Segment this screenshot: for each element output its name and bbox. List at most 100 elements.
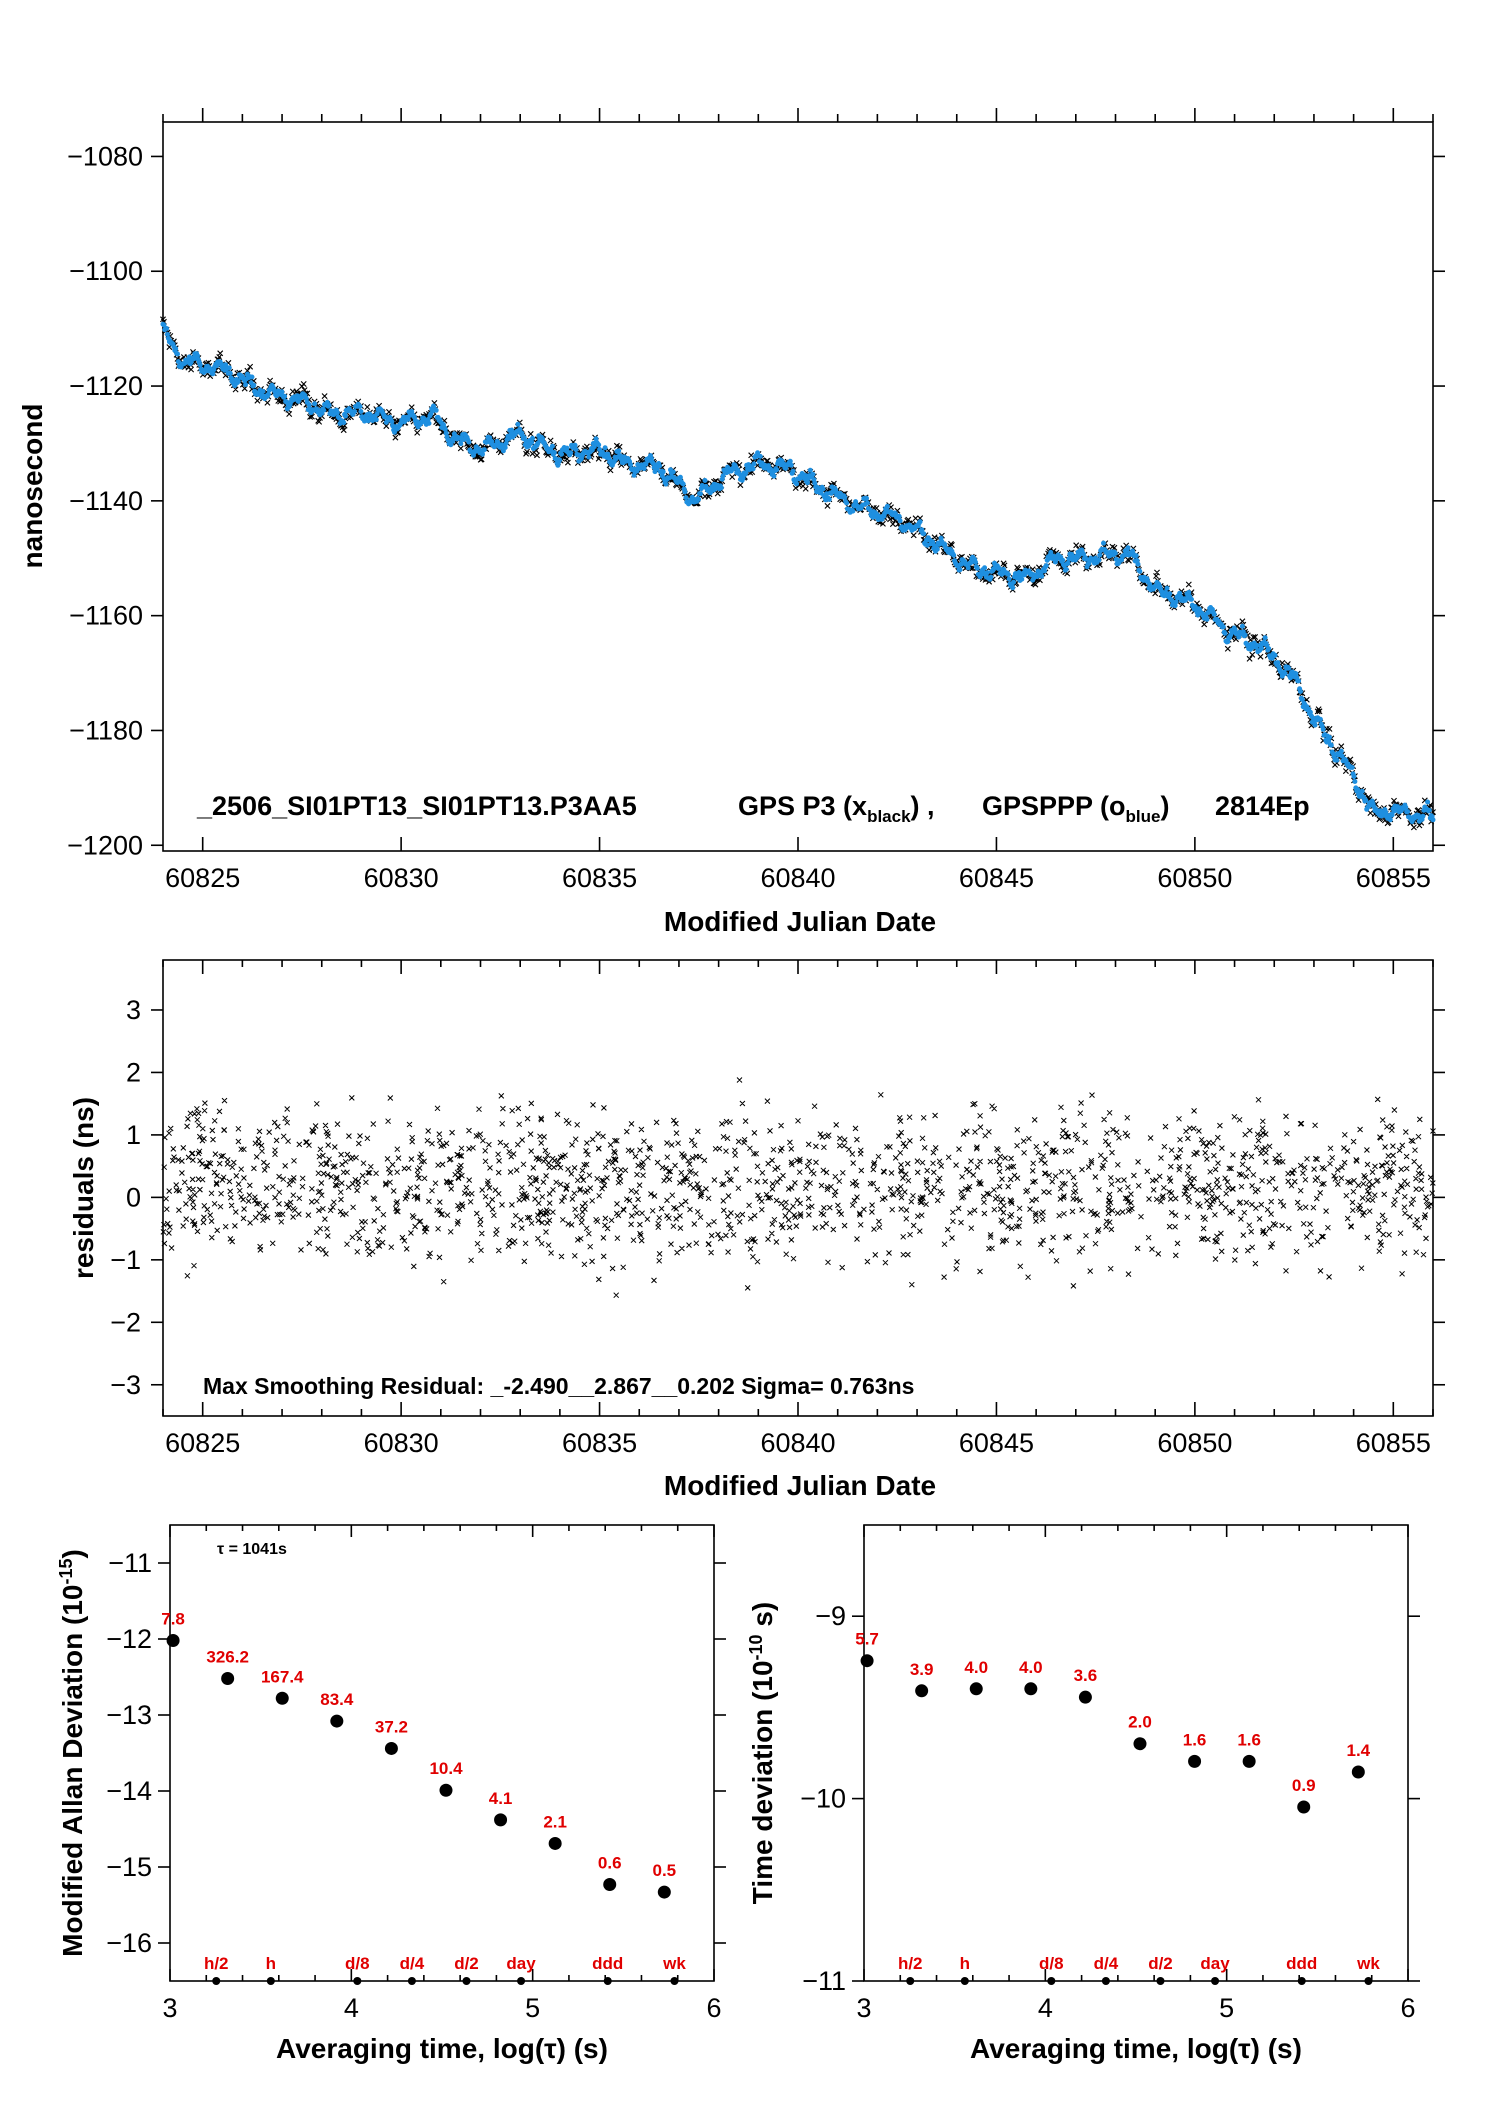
mdev-y-axis-title: Modified Allan Deviation (10-15) [56, 1549, 88, 1957]
caption-series-1-sub: black [867, 807, 911, 826]
mdev-y-title-end: ) [57, 1549, 88, 1558]
x-tick-label: 60835 [562, 863, 637, 893]
point-count-label: 7.8 [161, 1610, 185, 1629]
tdev-y-title-main: Time deviation (10 [747, 1660, 778, 1904]
caption-series-2-sub: blue [1126, 807, 1161, 826]
series-gps-p3-crosses [160, 316, 1436, 831]
y-tick-label: −11 [802, 1966, 846, 1996]
x-tick-label: 4 [344, 1993, 359, 2023]
time-marker-dot [1297, 1977, 1306, 1985]
y-tick-label: −2 [110, 1307, 141, 1337]
y-tick-label: −1160 [69, 601, 143, 631]
caption-series-1-main: GPS P3 (x [738, 791, 867, 821]
y-tick-label: −1 [110, 1245, 141, 1275]
caption-series-1: GPS P3 (xblack) , [738, 791, 935, 826]
time-marker-label: day [506, 1954, 536, 1973]
residuals-y-axis-title: residuals (ns) [68, 1097, 99, 1279]
deviation-point [275, 1691, 289, 1705]
deviation-point [1297, 1800, 1311, 1814]
y-tick-label: −16 [106, 1928, 152, 1958]
residuals-data-layer [160, 1077, 1436, 1299]
y-tick-label: −15 [106, 1852, 152, 1882]
time-marker-label: h [960, 1954, 970, 1973]
caption-series-1-end: ) , [911, 791, 935, 821]
x-tick-label: 3 [856, 1993, 871, 2023]
y-tick-label: −1140 [69, 486, 143, 516]
y-tick-label: −11 [108, 1548, 152, 1578]
time-marker-dot [603, 1977, 612, 1985]
y-tick-label: −9 [815, 1601, 846, 1631]
tdev-y-axis-title: Time deviation (10-10 s) [746, 1602, 778, 1905]
x-tick-label: 60825 [165, 1428, 240, 1458]
point-count-label: 0.9 [1292, 1776, 1316, 1795]
series-gpsppp-circles [160, 321, 1436, 825]
y-tick-label: −1100 [69, 256, 143, 286]
point-count-label: 1.6 [1183, 1730, 1207, 1749]
y-tick-label: −1080 [67, 141, 143, 171]
phase-panel: 60825 60830 60835 60840 60845 60850 60855 −1080… [17, 108, 1445, 937]
tdev-y-title-exp: -10 [746, 1634, 766, 1660]
deviation-point [384, 1741, 398, 1755]
time-marker-dot [517, 1977, 526, 1985]
x-tick-label: 5 [1219, 1993, 1234, 2023]
x-tick-label: 3 [162, 1993, 177, 2023]
y-tick-label: −3 [110, 1370, 141, 1400]
tdev-plot-frame [863, 1524, 1409, 1982]
x-tick-label: 60855 [1356, 1428, 1431, 1458]
point-count-label: 2.1 [543, 1812, 567, 1831]
deviation-point [1242, 1754, 1256, 1768]
y-tick-label: −10 [800, 1784, 846, 1814]
time-marker-dot [1211, 1977, 1220, 1985]
point-count-label: 4.0 [1019, 1658, 1043, 1677]
deviation-point [1133, 1737, 1147, 1751]
phase-ticks: 60825 60830 60835 60840 60845 60850 60855 −1080… [67, 108, 1445, 893]
x-tick-label: 60850 [1157, 863, 1232, 893]
point-count-label: 3.9 [910, 1660, 934, 1679]
time-marker-label: ddd [592, 1954, 623, 1973]
y-tick-label: 1 [126, 1120, 141, 1150]
mdev-panel: 3 4 5 6 −11 −12 −13 −14 −15 −16 7.8 326.2 167.4 83.4… [56, 1524, 726, 2064]
time-marker-label: d/2 [1148, 1954, 1173, 1973]
tdev-ticks: 3 4 5 6 −9 −10 −11 [800, 1525, 1420, 2023]
point-count-label: 0.6 [598, 1853, 622, 1872]
deviation-point [166, 1634, 180, 1648]
time-marker-dot [670, 1977, 679, 1985]
x-tick-label: 6 [1400, 1993, 1415, 2023]
tdev-panel: 3 4 5 6 −9 −10 −11 5.7 3.9 4.0 4.0 3.6 2.0 1.6 1.6 0.9… [746, 1524, 1420, 2064]
caption-epoch-count: 2814Ep [1215, 791, 1310, 821]
point-count-label: 10.4 [429, 1759, 463, 1778]
time-marker-dot [1156, 1977, 1165, 1985]
mdev-data-layer: 7.8 326.2 167.4 83.4 37.2 10.4 4.1 2.1 0.6 0.5 h/2… [161, 1610, 686, 1985]
mdev-ticks: 3 4 5 6 −11 −12 −13 −14 −15 −16 [106, 1525, 726, 2023]
time-marker-label: d/8 [345, 1954, 370, 1973]
residuals-x-axis-title: Modified Julian Date [664, 1470, 936, 1501]
y-tick-label: 0 [126, 1182, 141, 1212]
x-tick-label: 5 [525, 1993, 540, 2023]
phase-caption: _2506_SI01PT13_SI01PT13.P3AA5 GPS P3 (xb… [196, 791, 1310, 826]
point-count-label: 4.1 [489, 1789, 513, 1808]
y-tick-label: −14 [106, 1776, 152, 1806]
x-tick-label: 4 [1038, 1993, 1053, 2023]
tdev-x-axis-title: Averaging time, log(τ) (s) [970, 2033, 1302, 2064]
point-count-label: 4.0 [964, 1658, 988, 1677]
deviation-point [548, 1836, 562, 1850]
deviation-point [657, 1885, 671, 1899]
deviation-point [915, 1684, 929, 1698]
deviation-point [969, 1682, 983, 1696]
phase-data-layer [160, 316, 1436, 831]
mdev-y-title-main: Modified Allan Deviation (10 [57, 1585, 88, 1957]
y-tick-label: −1120 [69, 371, 143, 401]
x-tick-label: 60835 [562, 1428, 637, 1458]
y-tick-label: −1200 [67, 830, 143, 860]
point-count-label: 3.6 [1074, 1666, 1098, 1685]
time-marker-dot [906, 1977, 915, 1985]
mdev-y-title-exp: -15 [56, 1558, 76, 1584]
x-tick-label: 60830 [364, 863, 439, 893]
x-tick-label: 60830 [364, 1428, 439, 1458]
residuals-annotation: Max Smoothing Residual: _-2.490__2.867__… [203, 1373, 914, 1399]
time-marker-label: d/4 [400, 1954, 425, 1973]
time-marker-label: day [1200, 1954, 1230, 1973]
time-marker-label: h [266, 1954, 276, 1973]
x-tick-label: 6 [706, 1993, 721, 2023]
